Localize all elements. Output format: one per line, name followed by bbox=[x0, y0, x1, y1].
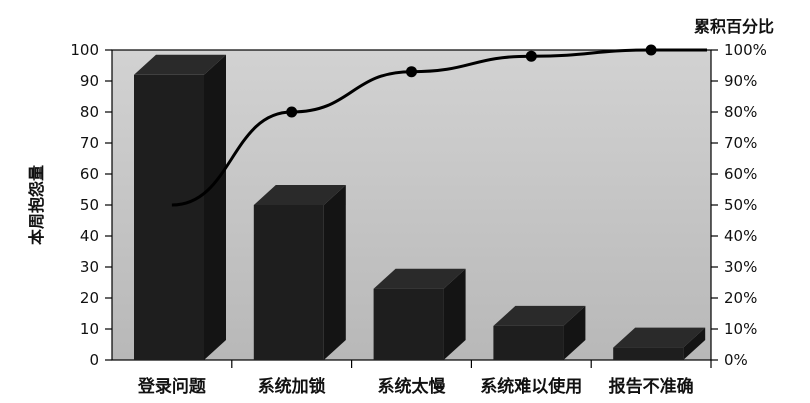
bar-front-face bbox=[373, 288, 444, 360]
y-right-tick-label: 10% bbox=[724, 320, 757, 338]
y-tick-label: 80 bbox=[80, 103, 99, 121]
y-tick-label: 0 bbox=[89, 351, 99, 369]
x-tick-label: 系统难以使用 bbox=[480, 376, 582, 397]
bar-top-face bbox=[134, 54, 226, 75]
y-tick-label: 50 bbox=[80, 196, 99, 214]
x-tick-label: 报告不准确 bbox=[609, 376, 694, 397]
bar bbox=[134, 54, 226, 361]
y-axis-title: 本周抱怨量 bbox=[27, 165, 46, 245]
bar-front-face bbox=[253, 205, 324, 360]
y-tick-label: 30 bbox=[80, 258, 99, 276]
y-tick-label: 20 bbox=[80, 289, 99, 307]
bar-side-face bbox=[443, 268, 466, 360]
cumulative-point bbox=[525, 50, 537, 62]
bar-top-face bbox=[493, 305, 586, 326]
cumulative-line bbox=[171, 48, 707, 207]
bar-top-face bbox=[613, 327, 706, 348]
bar-side-face bbox=[204, 54, 226, 361]
cumulative-point bbox=[645, 44, 657, 56]
bar-top-face bbox=[253, 185, 346, 205]
y-right-tick-label: 60% bbox=[724, 165, 757, 183]
cumulative-point bbox=[406, 66, 417, 78]
y-right-tick-label: 20% bbox=[724, 289, 757, 307]
cumulative-point bbox=[286, 106, 298, 118]
bar bbox=[493, 305, 586, 360]
bar-side-face bbox=[683, 327, 706, 360]
bar-side-face bbox=[323, 185, 346, 360]
y-tick-label: 70 bbox=[80, 134, 99, 152]
bar-front-face bbox=[613, 347, 684, 360]
bar-front-face bbox=[134, 74, 204, 361]
y-tick-label: 100 bbox=[70, 41, 99, 59]
y-tick-label: 40 bbox=[80, 227, 99, 245]
y-right-tick-label: 0% bbox=[724, 351, 748, 369]
y-right-tick-label: 80% bbox=[724, 103, 757, 121]
x-tick-label: 登录问题 bbox=[137, 376, 207, 397]
y-right-tick-label: 50% bbox=[724, 196, 757, 214]
bar bbox=[253, 185, 346, 360]
y-tick-label: 10 bbox=[80, 320, 99, 338]
bar-front-face bbox=[493, 325, 564, 360]
y-right-tick-label: 100% bbox=[724, 41, 767, 59]
y-right-tick-label: 70% bbox=[724, 134, 757, 152]
x-tick-label: 系统加锁 bbox=[258, 376, 326, 397]
bar bbox=[613, 327, 706, 360]
y-tick-label: 60 bbox=[80, 165, 99, 183]
bar-top-face bbox=[373, 268, 466, 289]
y-right-axis-title: 累积百分比 bbox=[694, 17, 774, 36]
y-right-tick-label: 30% bbox=[724, 258, 757, 276]
y-right-tick-label: 40% bbox=[724, 227, 757, 245]
bar-side-face bbox=[563, 305, 586, 360]
y-tick-label: 90 bbox=[80, 72, 99, 90]
bar bbox=[373, 268, 466, 360]
x-tick-label: 系统太慢 bbox=[378, 376, 447, 397]
y-right-tick-label: 90% bbox=[724, 72, 757, 90]
